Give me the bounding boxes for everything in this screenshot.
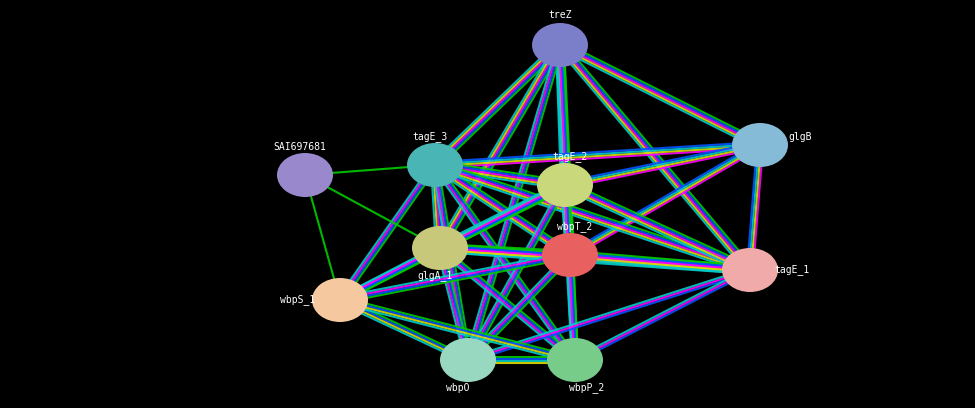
Ellipse shape [532,23,588,67]
Ellipse shape [312,278,368,322]
Text: wbpP_2: wbpP_2 [569,383,604,393]
Ellipse shape [407,143,463,187]
Text: glgA_1: glgA_1 [417,271,452,282]
Ellipse shape [277,153,333,197]
Ellipse shape [547,338,603,382]
Ellipse shape [440,338,496,382]
Text: wbpT_2: wbpT_2 [558,222,593,233]
Text: wbpS_1: wbpS_1 [281,295,316,306]
Ellipse shape [722,248,778,292]
Text: tagE_3: tagE_3 [412,131,448,142]
Text: tagE_2: tagE_2 [553,151,588,162]
Text: wbpO: wbpO [447,383,470,393]
Text: SAI697681: SAI697681 [274,142,327,152]
Text: glgB: glgB [788,132,812,142]
Ellipse shape [412,226,468,270]
Text: tagE_1: tagE_1 [774,264,809,275]
Ellipse shape [732,123,788,167]
Ellipse shape [542,233,598,277]
Text: treZ: treZ [548,10,571,20]
Ellipse shape [537,163,593,207]
